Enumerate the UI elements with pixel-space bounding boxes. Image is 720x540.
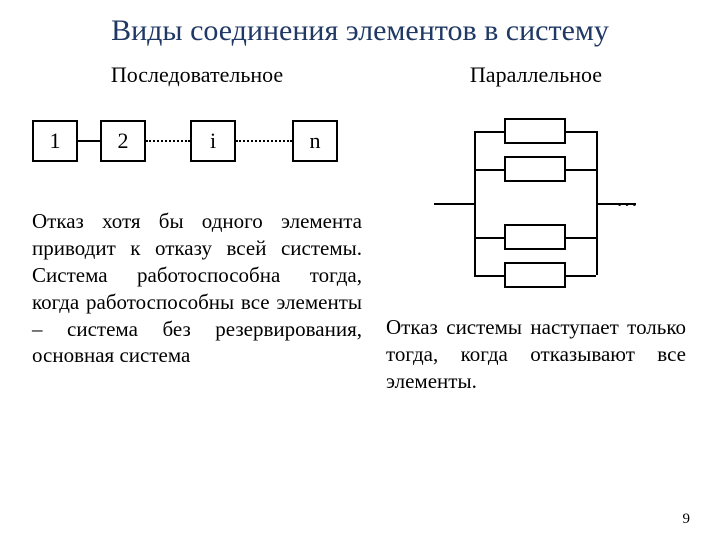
column-parallel: Параллельное … [386, 62, 686, 395]
serial-connector-dotted [146, 140, 190, 142]
serial-box: n [292, 120, 338, 162]
serial-diagram: 1 2 i n [32, 106, 362, 176]
parallel-box [504, 262, 566, 288]
page-number: 9 [683, 511, 691, 528]
parallel-arm [474, 275, 504, 277]
columns: Последовательное 1 2 i [32, 62, 688, 395]
serial-box: 2 [100, 120, 146, 162]
serial-box-label: 1 [50, 128, 61, 154]
parallel-box [504, 156, 566, 182]
parallel-box [504, 224, 566, 250]
parallel-arm [566, 131, 596, 133]
serial-connector-dotted [236, 140, 292, 142]
subtitle-parallel: Параллельное [386, 62, 686, 88]
serial-connector [78, 140, 100, 142]
parallel-lead-left [434, 203, 474, 205]
description-serial: Отказ хотя бы одного элемента приводит к… [32, 208, 362, 369]
page: Виды соединения элементов в систему Посл… [0, 0, 720, 540]
parallel-arm [474, 237, 504, 239]
serial-box-label: n [310, 128, 321, 154]
parallel-arm [566, 237, 596, 239]
column-serial: Последовательное 1 2 i [32, 62, 362, 395]
parallel-arm [566, 275, 596, 277]
serial-box: 1 [32, 120, 78, 162]
ellipsis-icon: … [616, 186, 638, 212]
subtitle-serial: Последовательное [32, 62, 362, 88]
parallel-diagram: … [406, 106, 666, 296]
serial-box-label: i [210, 128, 216, 154]
serial-box-label: 2 [118, 128, 129, 154]
description-parallel: Отказ системы наступает только тогда, ко… [386, 314, 686, 395]
parallel-bus-left [474, 131, 476, 275]
parallel-arm [566, 169, 596, 171]
parallel-bus-right [596, 131, 598, 275]
page-title: Виды соединения элементов в систему [32, 14, 688, 48]
serial-box: i [190, 120, 236, 162]
parallel-box [504, 118, 566, 144]
parallel-arm [474, 131, 504, 133]
parallel-arm [474, 169, 504, 171]
